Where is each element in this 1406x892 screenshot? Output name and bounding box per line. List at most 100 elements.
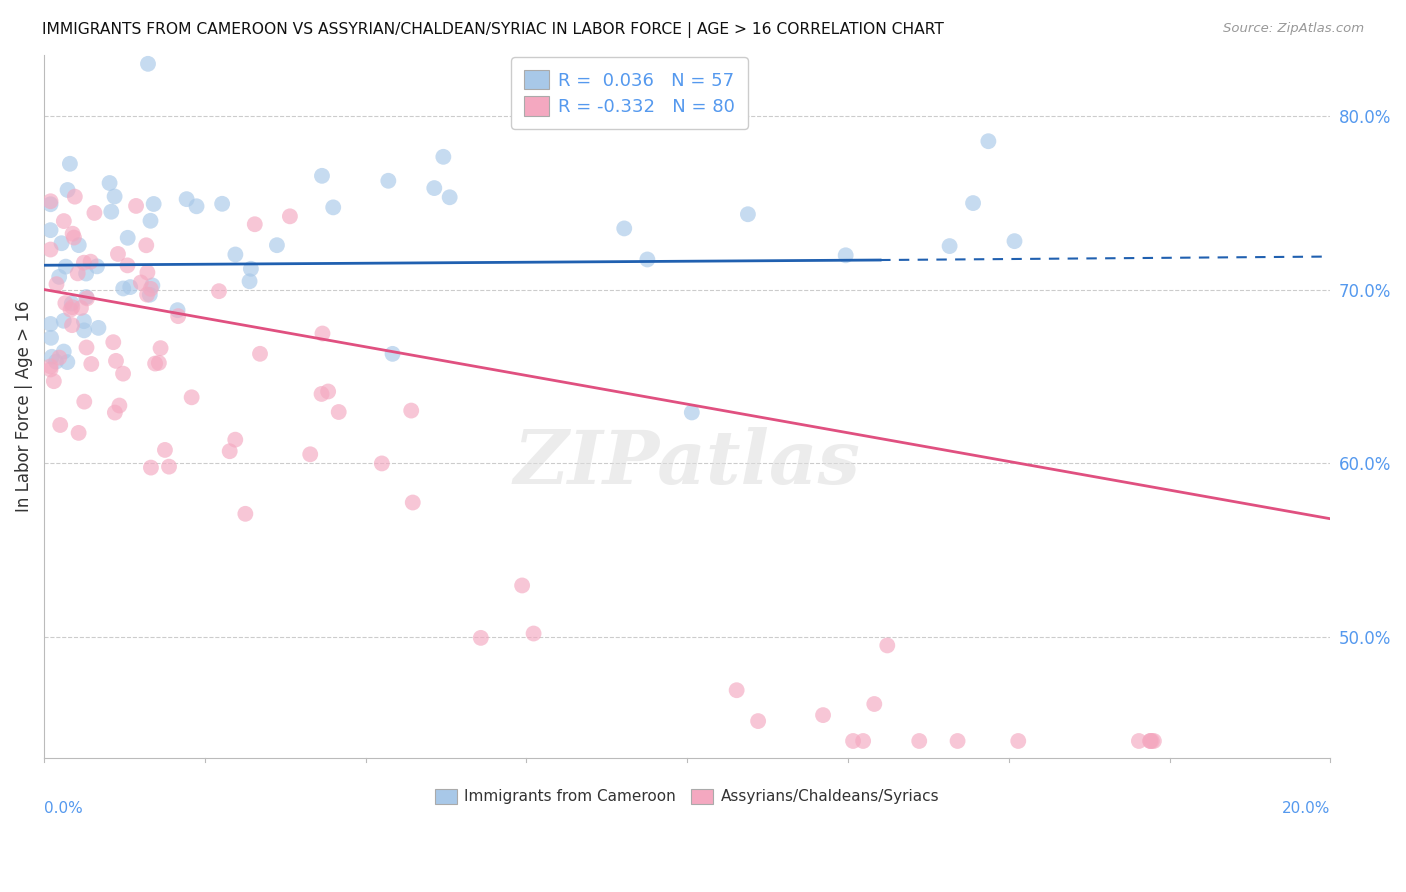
Point bbox=[39, 197, 62, 211]
Point bbox=[211, 196, 233, 211]
Point bbox=[52, 314, 75, 328]
Point bbox=[59, 302, 82, 317]
Point bbox=[141, 278, 163, 293]
Point bbox=[863, 697, 886, 711]
Point bbox=[39, 223, 62, 237]
Point bbox=[104, 354, 127, 368]
Point bbox=[142, 197, 165, 211]
Point bbox=[1140, 734, 1163, 748]
Point bbox=[39, 317, 62, 331]
Point bbox=[107, 247, 129, 261]
Point bbox=[42, 374, 65, 388]
Point bbox=[249, 347, 271, 361]
Point bbox=[908, 734, 931, 748]
Point bbox=[73, 255, 96, 269]
Point bbox=[311, 169, 333, 183]
Point bbox=[153, 442, 176, 457]
Text: 0.0%: 0.0% bbox=[44, 800, 83, 815]
Point bbox=[842, 734, 865, 748]
Point bbox=[148, 356, 170, 370]
Point bbox=[737, 207, 759, 221]
Point bbox=[52, 214, 75, 228]
Point bbox=[510, 578, 533, 592]
Point bbox=[136, 287, 159, 301]
Legend: Immigrants from Cameroon, Assyrians/Chaldeans/Syriacs: Immigrants from Cameroon, Assyrians/Chal… bbox=[429, 783, 945, 811]
Point bbox=[55, 260, 77, 274]
Point bbox=[157, 459, 180, 474]
Point bbox=[60, 296, 83, 310]
Point bbox=[167, 309, 190, 323]
Point bbox=[962, 196, 984, 211]
Point bbox=[180, 390, 202, 404]
Point bbox=[39, 243, 62, 257]
Point bbox=[176, 192, 198, 206]
Point bbox=[432, 150, 454, 164]
Point bbox=[76, 291, 98, 305]
Point bbox=[613, 221, 636, 235]
Point bbox=[60, 300, 83, 314]
Point bbox=[208, 284, 231, 298]
Point bbox=[63, 189, 86, 203]
Point bbox=[316, 384, 339, 399]
Point bbox=[218, 444, 240, 458]
Point bbox=[49, 417, 72, 432]
Point bbox=[938, 239, 960, 253]
Point bbox=[62, 227, 84, 241]
Point bbox=[299, 447, 322, 461]
Point bbox=[79, 254, 101, 268]
Point bbox=[73, 314, 96, 328]
Point bbox=[946, 734, 969, 748]
Text: IMMIGRANTS FROM CAMEROON VS ASSYRIAN/CHALDEAN/SYRIAC IN LABOR FORCE | AGE > 16 C: IMMIGRANTS FROM CAMEROON VS ASSYRIAN/CHA… bbox=[42, 22, 943, 38]
Point bbox=[112, 367, 135, 381]
Point bbox=[45, 277, 67, 292]
Point bbox=[104, 189, 127, 203]
Point bbox=[66, 266, 89, 280]
Point bbox=[83, 206, 105, 220]
Point bbox=[100, 204, 122, 219]
Point bbox=[239, 261, 262, 276]
Point bbox=[129, 276, 152, 290]
Text: Source: ZipAtlas.com: Source: ZipAtlas.com bbox=[1223, 22, 1364, 36]
Point bbox=[876, 639, 898, 653]
Point bbox=[139, 460, 162, 475]
Point bbox=[39, 331, 62, 345]
Point bbox=[73, 394, 96, 409]
Point bbox=[235, 507, 257, 521]
Point bbox=[1139, 734, 1161, 748]
Point bbox=[423, 181, 446, 195]
Point bbox=[311, 326, 333, 341]
Point bbox=[67, 425, 90, 440]
Point bbox=[381, 347, 404, 361]
Point bbox=[977, 134, 1000, 148]
Point bbox=[834, 248, 856, 262]
Point bbox=[402, 495, 425, 509]
Point bbox=[136, 57, 159, 71]
Point bbox=[1139, 734, 1161, 748]
Point bbox=[1128, 734, 1150, 748]
Point bbox=[67, 238, 90, 252]
Point bbox=[135, 238, 157, 252]
Point bbox=[87, 321, 110, 335]
Point bbox=[149, 341, 172, 355]
Point bbox=[117, 259, 139, 273]
Point bbox=[80, 357, 103, 371]
Point bbox=[98, 176, 121, 190]
Point bbox=[51, 236, 73, 251]
Point bbox=[143, 357, 166, 371]
Point bbox=[70, 301, 93, 315]
Point bbox=[120, 280, 142, 294]
Point bbox=[117, 231, 139, 245]
Point bbox=[86, 260, 108, 274]
Point bbox=[56, 355, 79, 369]
Point bbox=[238, 274, 260, 288]
Point bbox=[243, 217, 266, 231]
Point bbox=[224, 433, 246, 447]
Point bbox=[186, 199, 208, 213]
Point bbox=[636, 252, 658, 267]
Text: 20.0%: 20.0% bbox=[1282, 800, 1330, 815]
Point bbox=[224, 247, 246, 261]
Point bbox=[76, 341, 98, 355]
Point bbox=[41, 350, 63, 364]
Point bbox=[75, 290, 97, 304]
Point bbox=[59, 157, 82, 171]
